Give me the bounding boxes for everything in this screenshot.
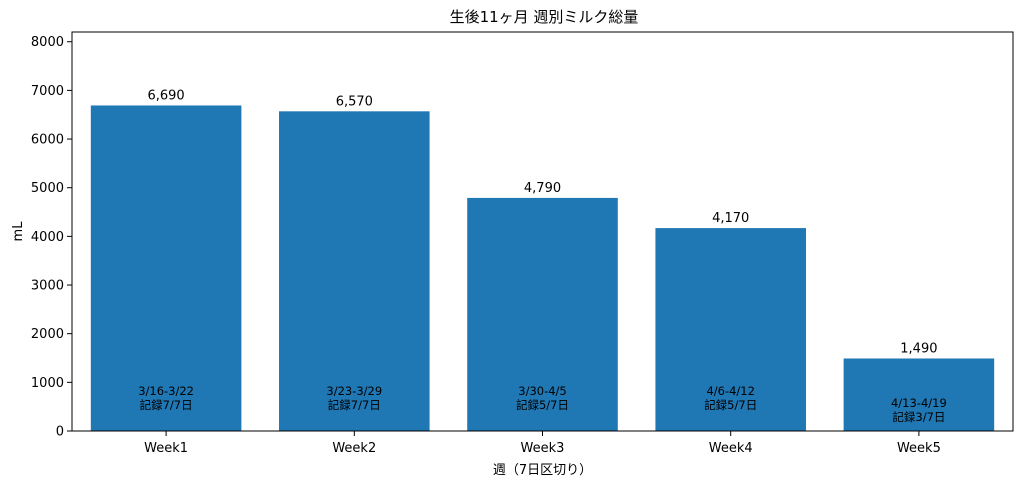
bar-annotation: 記録7/7日 — [140, 398, 193, 412]
y-axis-label: mL — [11, 221, 26, 242]
bar-annotation: 記録5/7日 — [704, 398, 757, 412]
x-axis: Week1 Week2 Week3 Week4 Week5 — [144, 431, 941, 456]
bar — [467, 197, 618, 431]
y-tick-label: 6000 — [31, 133, 64, 148]
bar-value-label: 4,790 — [524, 181, 561, 196]
bar — [279, 111, 430, 431]
bar-value-label: 4,170 — [712, 211, 749, 226]
x-tick-label: Week2 — [332, 441, 376, 456]
bar-annotation: 3/30-4/5 — [518, 384, 566, 398]
chart-title: 生後11ヶ月 週別ミルク総量 — [450, 8, 639, 26]
bar-value-label: 1,490 — [900, 341, 937, 356]
y-tick-label: 1000 — [31, 376, 64, 391]
bar-annotation: 記録5/7日 — [516, 398, 569, 412]
y-tick-label: 4000 — [31, 230, 64, 245]
y-tick-label: 2000 — [31, 327, 64, 342]
bars-group: 6,690 6,570 4,790 4,170 1,490 — [90, 88, 995, 431]
y-tick-label: 3000 — [31, 279, 64, 294]
x-tick-label: Week3 — [521, 441, 565, 456]
x-tick-label: Week4 — [709, 441, 753, 456]
bar — [90, 105, 242, 431]
bar-annotation: 4/13-4/19 — [891, 396, 947, 410]
x-tick-label: Week1 — [144, 441, 188, 456]
y-tick-label: 0 — [56, 425, 64, 440]
bar-annotation: 4/6-4/12 — [706, 384, 754, 398]
x-tick-label: Week5 — [897, 441, 941, 456]
annotations-group: 3/16-3/22記録7/7日3/23-3/29記録7/7日3/30-4/5記録… — [138, 384, 947, 424]
y-tick-label: 8000 — [31, 35, 64, 50]
bar-annotation: 3/16-3/22 — [138, 384, 194, 398]
x-axis-label: 週（7日区切り） — [493, 463, 592, 478]
bar-value-label: 6,570 — [336, 94, 373, 109]
bar-annotation: 3/23-3/29 — [326, 384, 382, 398]
bar-annotation: 記録3/7日 — [892, 410, 945, 424]
y-tick-label: 7000 — [31, 84, 64, 99]
bar — [843, 358, 995, 431]
y-tick-label: 5000 — [31, 181, 64, 196]
y-axis: 0 1000 2000 3000 4000 5000 6000 7000 8000 — [31, 35, 72, 440]
plot-frame — [71, 31, 1014, 432]
bar-value-label: 6,690 — [147, 88, 184, 103]
bar-annotation: 記録7/7日 — [328, 398, 381, 412]
bar — [655, 228, 806, 431]
